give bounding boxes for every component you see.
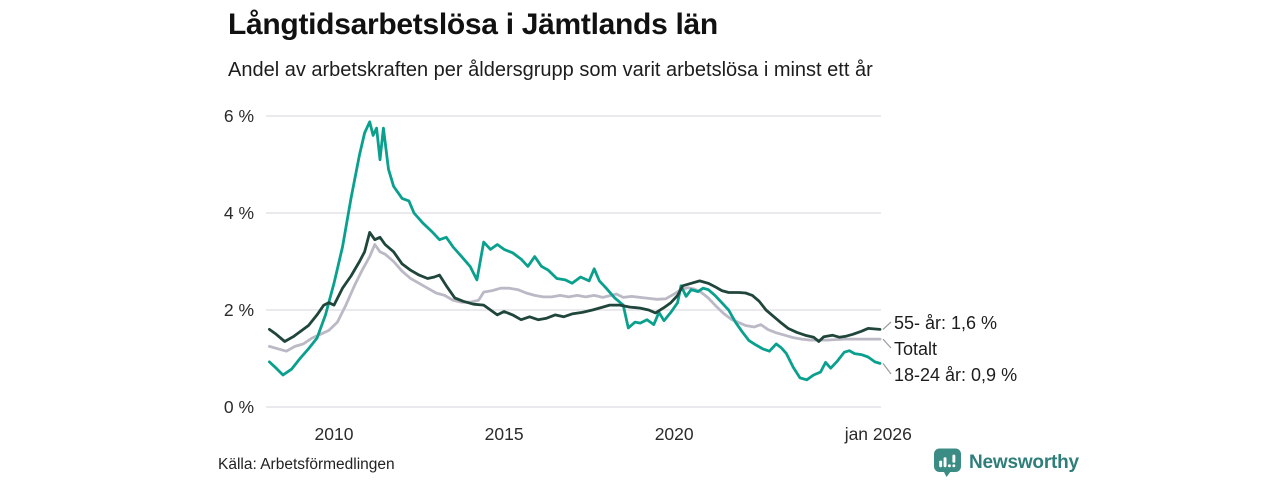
series-label-18-24-ar: 18-24 år: 0,9 % — [894, 365, 1018, 385]
series-label-55-ar: 55- år: 1,6 % — [894, 313, 998, 333]
series-line-totalt — [267, 243, 882, 353]
chart-title: Långtidsarbetslösa i Jämtlands län — [228, 8, 718, 41]
newsworthy-logo-icon — [934, 448, 961, 477]
series-label-totalt: Totalt — [894, 339, 938, 359]
x-tick-label: jan 2026 — [844, 424, 912, 444]
label-connector — [882, 362, 892, 375]
newsworthy-brand: Newsworthy — [933, 447, 1079, 478]
newsworthy-brand-text: Newsworthy — [969, 451, 1079, 473]
source-attribution: Källa: Arbetsförmedlingen — [218, 456, 395, 473]
x-tick-label: 2010 — [315, 424, 354, 444]
y-tick-label: 2 % — [224, 300, 254, 320]
series-line-18-24-r — [267, 120, 882, 382]
x-tick-label: 2015 — [485, 424, 524, 444]
label-connector — [882, 321, 892, 330]
series-line-55-r — [267, 230, 882, 343]
x-tick-label: 2020 — [655, 424, 694, 444]
label-connector — [882, 338, 892, 349]
y-tick-label: 6 % — [224, 106, 254, 126]
chart-subtitle: Andel av arbetskraften per åldersgrupp s… — [228, 59, 873, 81]
y-tick-label: 0 % — [224, 397, 254, 417]
y-tick-label: 4 % — [224, 203, 254, 223]
